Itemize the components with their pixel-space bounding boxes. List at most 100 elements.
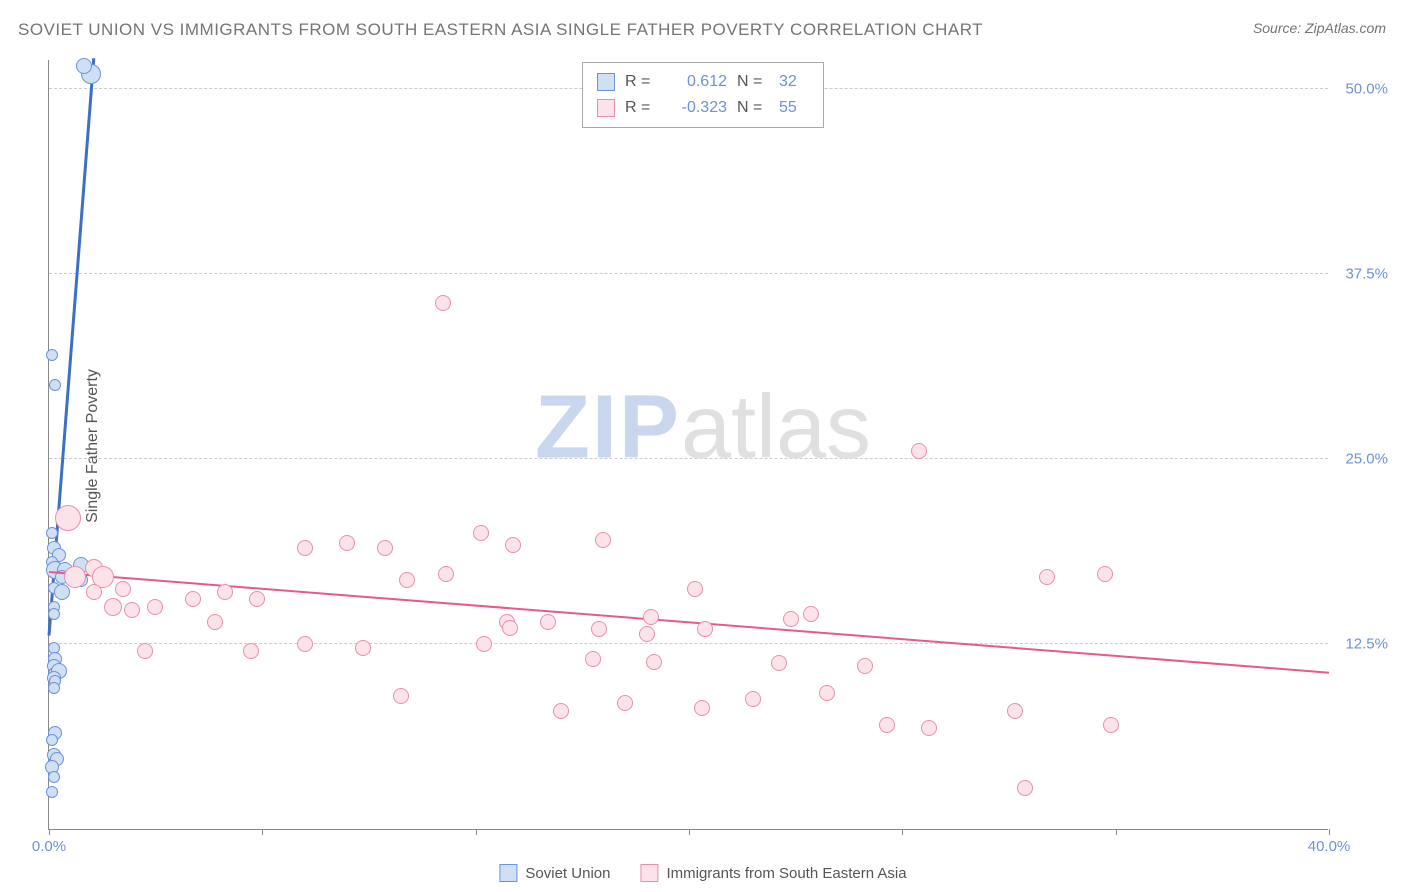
data-point [783,611,799,627]
data-point [46,527,58,539]
data-point [399,572,415,588]
data-point [104,598,122,616]
data-point [49,379,61,391]
legend-label: Immigrants from South Eastern Asia [666,865,906,882]
data-point [217,584,233,600]
legend-r-value: 0.612 [667,73,727,91]
x-tick [262,829,263,835]
data-point [137,643,153,659]
data-point [694,700,710,716]
legend-item: Soviet Union [499,864,610,882]
data-point [745,691,761,707]
x-tick [1329,829,1330,835]
data-point [505,537,521,553]
data-point [46,734,58,746]
data-point [64,566,86,588]
data-point [435,295,451,311]
data-point [48,682,60,694]
data-point [585,651,601,667]
data-point [243,643,259,659]
data-point [393,688,409,704]
y-tick-label: 12.5% [1345,635,1388,652]
data-point [617,695,633,711]
data-point [438,566,454,582]
data-point [771,655,787,671]
x-tick [49,829,50,835]
y-tick-label: 50.0% [1345,80,1388,97]
legend-row: R = -0.323 N = 55 [597,95,809,121]
data-point [55,505,81,531]
y-tick-label: 25.0% [1345,450,1388,467]
data-point [502,620,518,636]
data-point [207,614,223,630]
legend-swatch [597,73,615,91]
gridline [49,643,1328,644]
legend-r-label: R = [625,99,657,117]
legend-swatch [640,864,658,882]
legend-label: Soviet Union [525,865,610,882]
data-point [639,626,655,642]
data-point [1017,780,1033,796]
data-point [355,640,371,656]
legend-n-label: N = [737,99,769,117]
data-point [1097,566,1113,582]
legend-n-value: 55 [779,99,809,117]
chart-title: SOVIET UNION VS IMMIGRANTS FROM SOUTH EA… [18,20,983,40]
legend-r-value: -0.323 [667,99,727,117]
data-point [48,608,60,620]
data-point [921,720,937,736]
data-point [76,58,92,74]
data-point [595,532,611,548]
data-point [86,584,102,600]
plot-area: 12.5%25.0%37.5%50.0%0.0%40.0% [48,60,1328,830]
data-point [185,591,201,607]
data-point [249,591,265,607]
x-tick [476,829,477,835]
x-tick-label: 0.0% [32,838,66,855]
data-point [879,717,895,733]
legend-n-value: 32 [779,73,809,91]
legend-n-label: N = [737,73,769,91]
data-point [553,703,569,719]
data-point [46,786,58,798]
x-tick [902,829,903,835]
correlation-legend: R = 0.612 N = 32 R = -0.323 N = 55 [582,62,824,128]
x-tick-label: 40.0% [1308,838,1351,855]
data-point [46,349,58,361]
data-point [473,525,489,541]
data-point [819,685,835,701]
data-point [540,614,556,630]
series-legend: Soviet Union Immigrants from South Easter… [499,864,906,882]
data-point [643,609,659,625]
legend-swatch [499,864,517,882]
data-point [124,602,140,618]
data-point [339,535,355,551]
gridline [49,458,1328,459]
data-point [297,540,313,556]
legend-r-label: R = [625,73,657,91]
gridline [49,273,1328,274]
data-point [591,621,607,637]
y-tick-label: 37.5% [1345,265,1388,282]
data-point [697,621,713,637]
data-point [803,606,819,622]
data-point [1039,569,1055,585]
data-point [54,584,70,600]
data-point [377,540,393,556]
source-attribution: Source: ZipAtlas.com [1253,20,1386,36]
legend-item: Immigrants from South Eastern Asia [640,864,906,882]
data-point [911,443,927,459]
data-point [1103,717,1119,733]
data-point [687,581,703,597]
data-point [476,636,492,652]
legend-swatch [597,99,615,117]
x-tick [689,829,690,835]
x-tick [1116,829,1117,835]
legend-row: R = 0.612 N = 32 [597,69,809,95]
data-point [297,636,313,652]
data-point [115,581,131,597]
data-point [48,771,60,783]
data-point [646,654,662,670]
data-point [147,599,163,615]
data-point [857,658,873,674]
